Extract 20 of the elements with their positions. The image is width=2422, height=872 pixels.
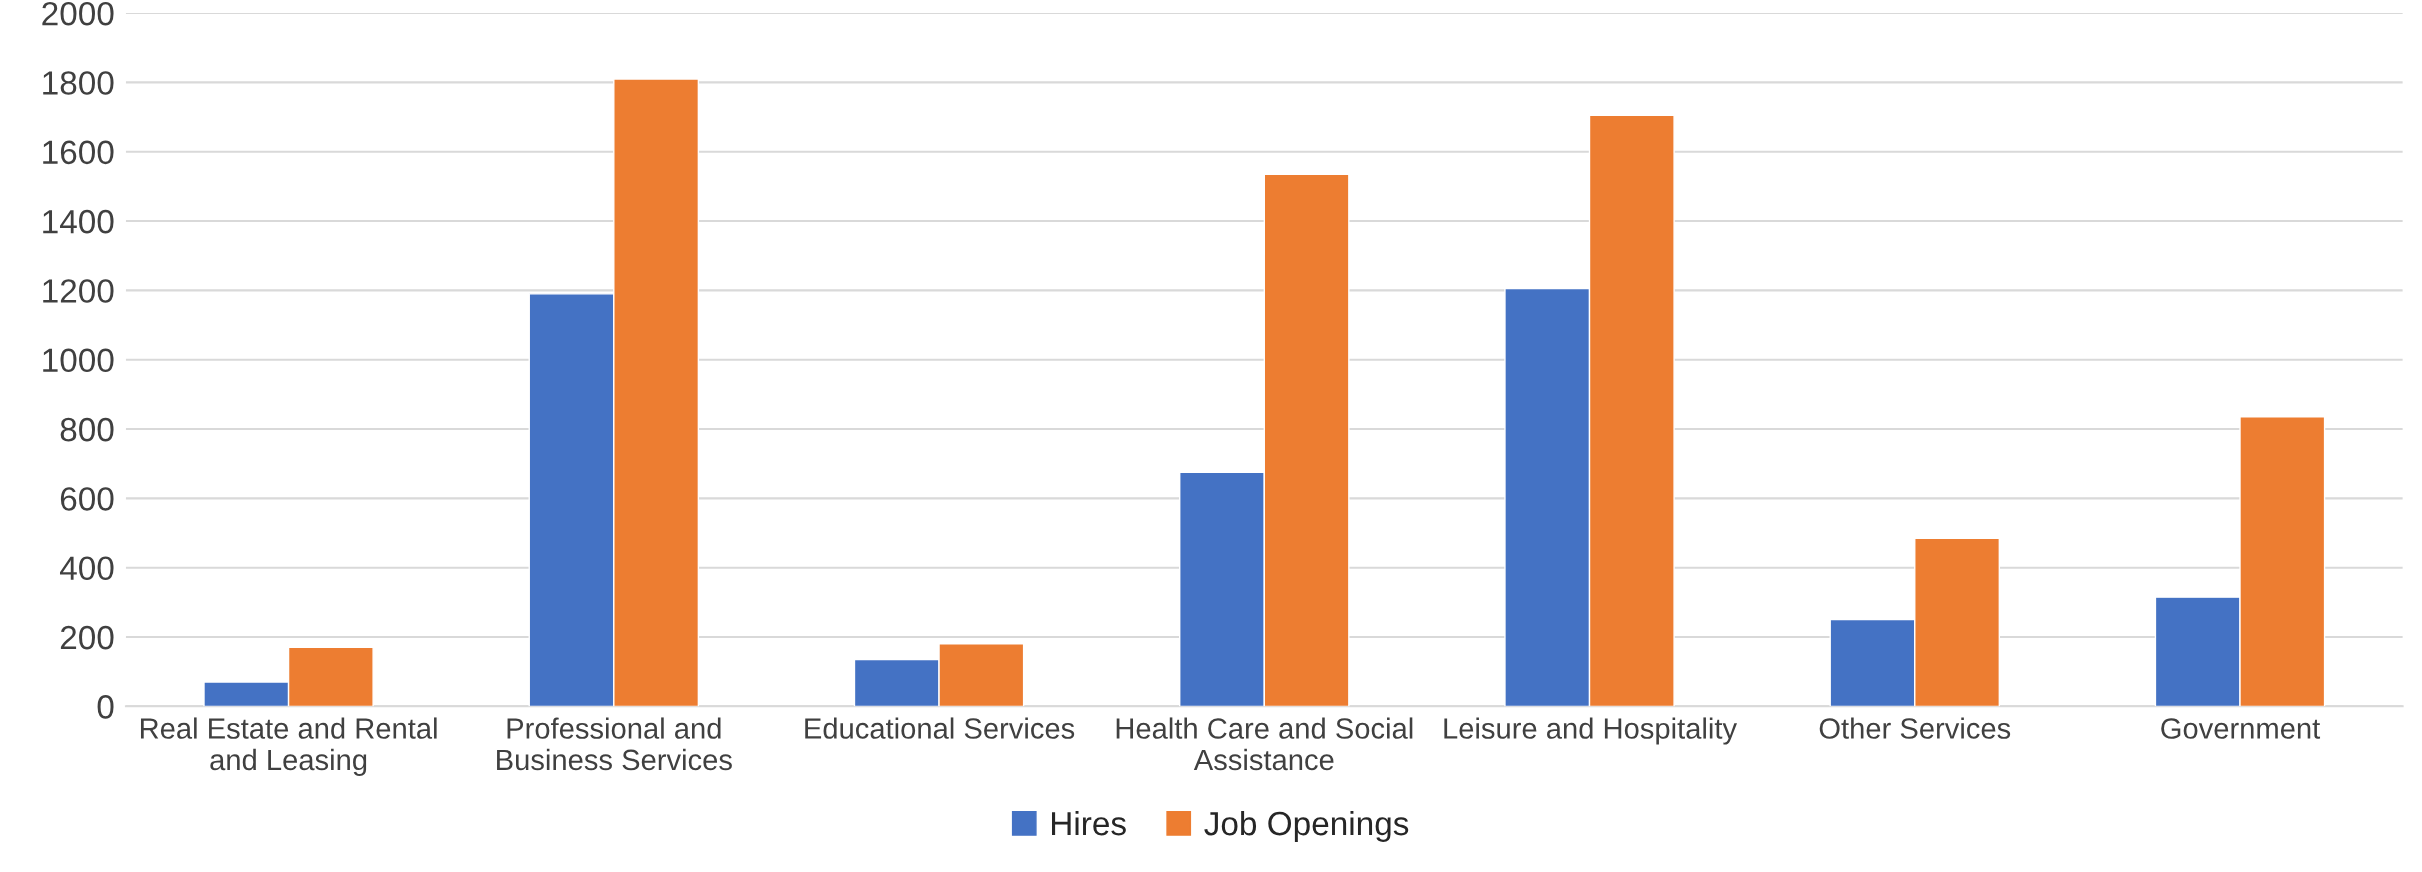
x-tick-label: Health Care and Social Assistance xyxy=(1116,717,1413,771)
legend-label: Hires xyxy=(1052,810,1126,836)
y-tick-label: 1000 xyxy=(43,348,114,373)
x-tick-label: Professional and Business Services xyxy=(497,717,732,771)
y-tick-label: 1600 xyxy=(43,140,114,165)
x-tick-label: Real Estate and Rental and Leasing xyxy=(140,717,437,777)
legend-label: Job Openings xyxy=(1204,810,1409,842)
y-tick-label: 400 xyxy=(59,556,114,581)
x-tick-label: Leisure and Hospitality xyxy=(1444,717,1738,745)
y-tick-label: 1200 xyxy=(43,279,114,303)
y-tick-label: 0 xyxy=(97,695,114,719)
y-tick-label: 200 xyxy=(60,625,114,650)
y-tick-label: 2000 xyxy=(42,1,114,26)
x-tick-label: Government xyxy=(2161,718,2321,739)
y-tick-label: 1800 xyxy=(43,71,114,95)
x-tick-label: Other Services xyxy=(1819,717,2011,739)
y-tick-label: 1400 xyxy=(43,209,114,234)
y-tick-label: 800 xyxy=(60,417,114,442)
y-tick-label: 600 xyxy=(60,487,114,511)
x-tick-label: Educational Services xyxy=(805,717,1075,739)
